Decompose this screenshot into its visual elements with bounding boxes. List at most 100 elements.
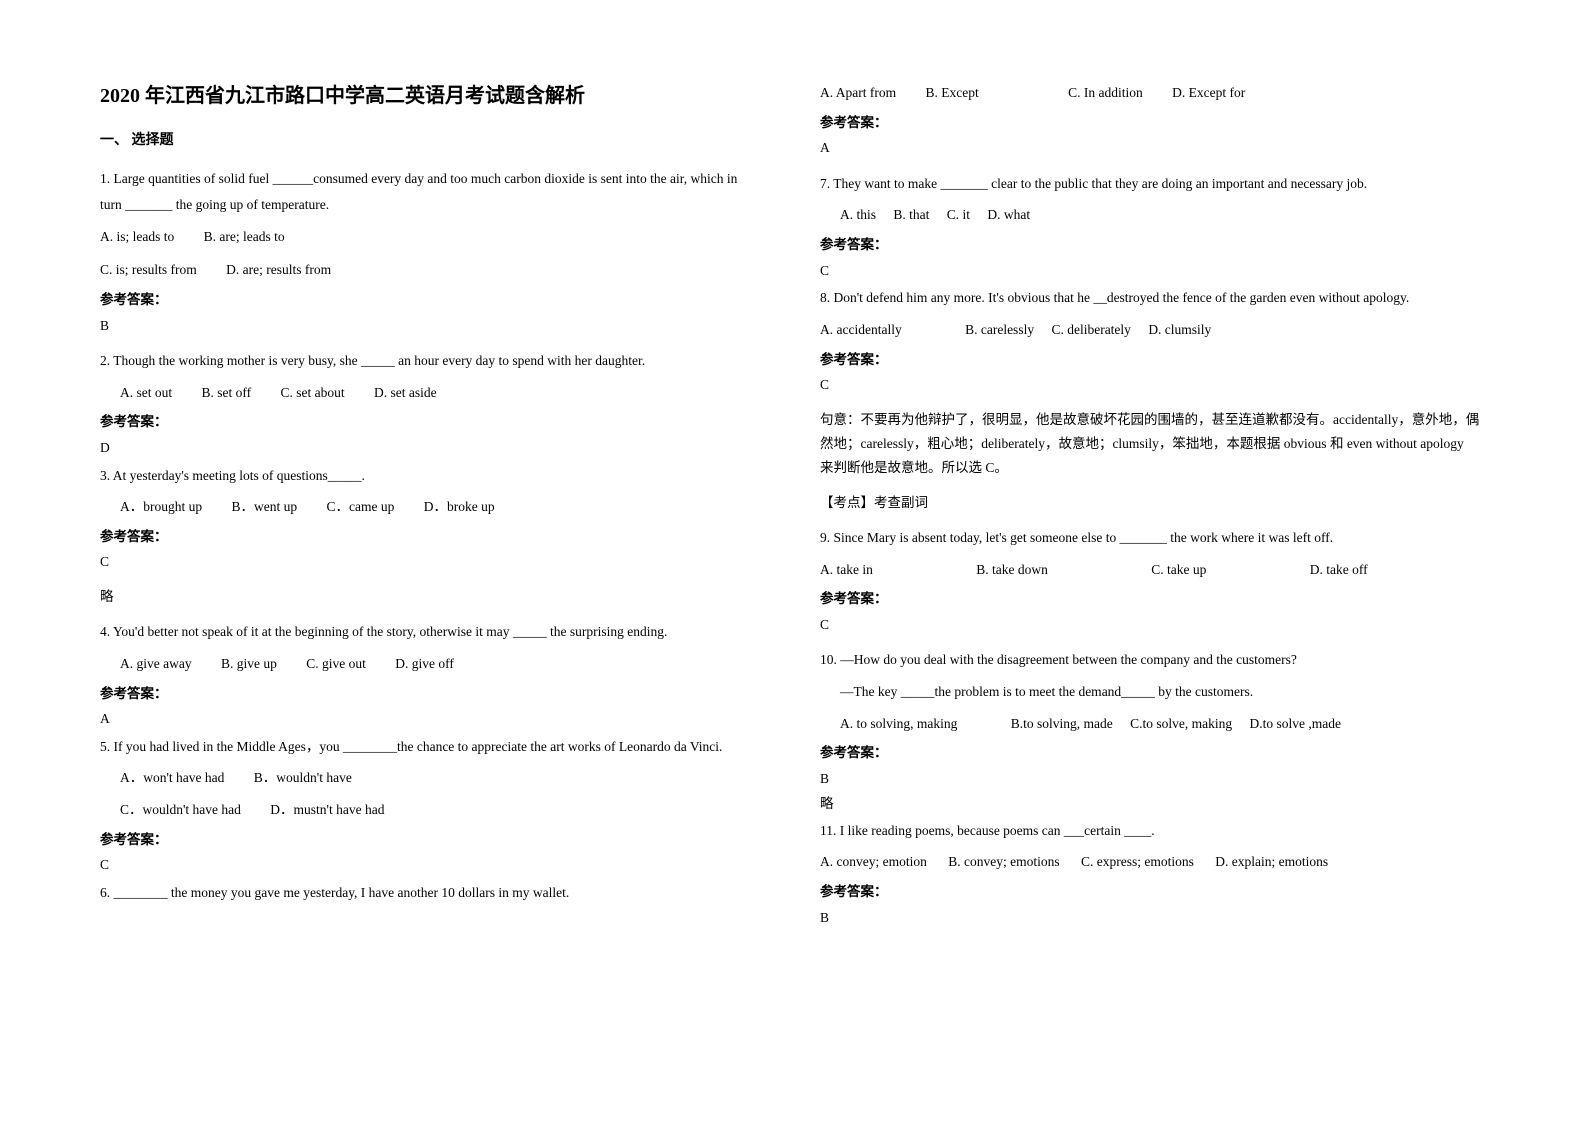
q11-options: A. convey; emotion B. convey; emotions C… bbox=[820, 849, 1480, 875]
q9-text: 9. Since Mary is absent today, let's get… bbox=[820, 525, 1480, 551]
q10-opt-b: B.to solving, made bbox=[1011, 711, 1113, 737]
q11-opt-c: C. express; emotions bbox=[1081, 849, 1194, 875]
q2-ans: D bbox=[100, 437, 760, 459]
q3-opt-d: D．broke up bbox=[424, 494, 495, 520]
q5-opt-c: C．wouldn't have had bbox=[120, 797, 241, 823]
q9-opt-c: C. take up bbox=[1151, 557, 1206, 583]
q8-opt-d: D. clumsily bbox=[1148, 317, 1211, 343]
q10-note: 略 bbox=[820, 792, 1480, 816]
q6-opt-c: C. In addition bbox=[1068, 80, 1143, 106]
q5-text: 5. If you had lived in the Middle Ages，y… bbox=[100, 734, 760, 760]
right-column: A. Apart from B. Except C. In addition D… bbox=[820, 80, 1480, 940]
q7-opt-b: B. that bbox=[893, 202, 929, 228]
q7-text: 7. They want to make _______ clear to th… bbox=[820, 171, 1480, 197]
q11-opt-d: D. explain; emotions bbox=[1215, 849, 1328, 875]
q10-text1: 10. —How do you deal with the disagreeme… bbox=[820, 647, 1480, 673]
q1-options-row1: A. is; leads to B. are; leads to bbox=[100, 224, 760, 250]
q10-ans-label: 参考答案： bbox=[820, 742, 1480, 764]
document-title: 2020 年江西省九江市路口中学高二英语月考试题含解析 bbox=[100, 80, 760, 112]
q8-note2: 【考点】考查副词 bbox=[820, 491, 1480, 515]
q8-ans: C bbox=[820, 374, 1480, 396]
section-header: 一、 选择题 bbox=[100, 130, 760, 152]
q9-opt-b: B. take down bbox=[976, 557, 1048, 583]
q3-options: A．brought up B．went up C．came up D．broke… bbox=[100, 494, 760, 520]
q9-opt-a: A. take in bbox=[820, 557, 873, 583]
q6-opt-d: D. Except for bbox=[1172, 80, 1245, 106]
q1-opt-d: D. are; results from bbox=[226, 257, 331, 283]
q4-opt-b: B. give up bbox=[221, 651, 277, 677]
q7-ans-label: 参考答案： bbox=[820, 234, 1480, 256]
q9-ans-label: 参考答案： bbox=[820, 588, 1480, 610]
q8-opt-c: C. deliberately bbox=[1051, 317, 1130, 343]
q7-ans: C bbox=[820, 260, 1480, 282]
q1-options-row2: C. is; results from D. are; results from bbox=[100, 257, 760, 283]
q3-ans-label: 参考答案： bbox=[100, 526, 760, 548]
q2-opt-b: B. set off bbox=[202, 380, 252, 406]
q9-opt-d: D. take off bbox=[1310, 557, 1368, 583]
q8-text: 8. Don't defend him any more. It's obvio… bbox=[820, 285, 1480, 311]
q5-options-row2: C．wouldn't have had D．mustn't have had bbox=[100, 797, 760, 823]
q2-opt-a: A. set out bbox=[120, 380, 172, 406]
q5-options-row1: A．won't have had B．wouldn't have bbox=[100, 765, 760, 791]
q3-opt-c: C．came up bbox=[327, 494, 395, 520]
q9-options: A. take in B. take down C. take up D. ta… bbox=[820, 557, 1480, 583]
q11-ans: B bbox=[820, 907, 1480, 929]
q4-ans: A bbox=[100, 708, 760, 730]
q2-opt-d: D. set aside bbox=[374, 380, 437, 406]
q4-opt-c: C. give out bbox=[306, 651, 366, 677]
q6-opt-a: A. Apart from bbox=[820, 80, 896, 106]
q4-text: 4. You'd better not speak of it at the b… bbox=[100, 619, 760, 645]
q3-ans: C bbox=[100, 551, 760, 573]
q11-opt-a: A. convey; emotion bbox=[820, 849, 927, 875]
q6-text: 6. ________ the money you gave me yester… bbox=[100, 880, 760, 906]
q8-note1: 句意：不要再为他辩护了，很明显，他是故意破坏花园的围墙的，甚至连道歉都没有。ac… bbox=[820, 408, 1480, 481]
q4-opt-a: A. give away bbox=[120, 651, 192, 677]
q10-opt-d: D.to solve ,made bbox=[1250, 711, 1341, 737]
q11-ans-label: 参考答案： bbox=[820, 881, 1480, 903]
q6-ans: A bbox=[820, 137, 1480, 159]
q6-options: A. Apart from B. Except C. In addition D… bbox=[820, 80, 1480, 106]
q11-text: 11. I like reading poems, because poems … bbox=[820, 818, 1480, 844]
q3-note: 略 bbox=[100, 585, 760, 609]
q1-opt-b: B. are; leads to bbox=[204, 224, 285, 250]
q5-opt-d: D．mustn't have had bbox=[270, 797, 384, 823]
q3-opt-a: A．brought up bbox=[120, 494, 202, 520]
q6-ans-label: 参考答案： bbox=[820, 112, 1480, 134]
q7-opt-c: C. it bbox=[947, 202, 970, 228]
q4-options: A. give away B. give up C. give out D. g… bbox=[100, 651, 760, 677]
q8-opt-b: B. carelessly bbox=[965, 317, 1034, 343]
q2-opt-c: C. set about bbox=[281, 380, 345, 406]
q6-opt-b: B. Except bbox=[925, 80, 978, 106]
q10-options: A. to solving, making B.to solving, made… bbox=[820, 711, 1480, 737]
q7-options: A. this B. that C. it D. what bbox=[820, 202, 1480, 228]
q8-options: A. accidentally B. carelessly C. deliber… bbox=[820, 317, 1480, 343]
q10-opt-a: A. to solving, making bbox=[840, 711, 957, 737]
q4-ans-label: 参考答案： bbox=[100, 683, 760, 705]
q5-ans: C bbox=[100, 854, 760, 876]
q8-opt-a: A. accidentally bbox=[820, 317, 902, 343]
q8-ans-label: 参考答案： bbox=[820, 349, 1480, 371]
q1-text: 1. Large quantities of solid fuel ______… bbox=[100, 166, 760, 217]
q1-opt-c: C. is; results from bbox=[100, 257, 197, 283]
q1-opt-a: A. is; leads to bbox=[100, 224, 174, 250]
q5-opt-a: A．won't have had bbox=[120, 765, 224, 791]
q3-opt-b: B．went up bbox=[232, 494, 298, 520]
page-container: 2020 年江西省九江市路口中学高二英语月考试题含解析 一、 选择题 1. La… bbox=[0, 0, 1587, 980]
q7-opt-d: D. what bbox=[987, 202, 1030, 228]
q2-options: A. set out B. set off C. set about D. se… bbox=[100, 380, 760, 406]
q1-ans: B bbox=[100, 315, 760, 337]
q1-ans-label: 参考答案： bbox=[100, 289, 760, 311]
q10-text2: —The key _____the problem is to meet the… bbox=[820, 679, 1480, 705]
q5-ans-label: 参考答案： bbox=[100, 829, 760, 851]
q2-ans-label: 参考答案： bbox=[100, 411, 760, 433]
q3-text: 3. At yesterday's meeting lots of questi… bbox=[100, 463, 760, 489]
q5-opt-b: B．wouldn't have bbox=[254, 765, 352, 791]
q2-text: 2. Though the working mother is very bus… bbox=[100, 348, 760, 374]
q10-opt-c: C.to solve, making bbox=[1130, 711, 1232, 737]
q7-opt-a: A. this bbox=[840, 202, 876, 228]
left-column: 2020 年江西省九江市路口中学高二英语月考试题含解析 一、 选择题 1. La… bbox=[100, 80, 760, 940]
q4-opt-d: D. give off bbox=[395, 651, 454, 677]
q10-ans: B bbox=[820, 768, 1480, 790]
q11-opt-b: B. convey; emotions bbox=[948, 849, 1059, 875]
q9-ans: C bbox=[820, 614, 1480, 636]
